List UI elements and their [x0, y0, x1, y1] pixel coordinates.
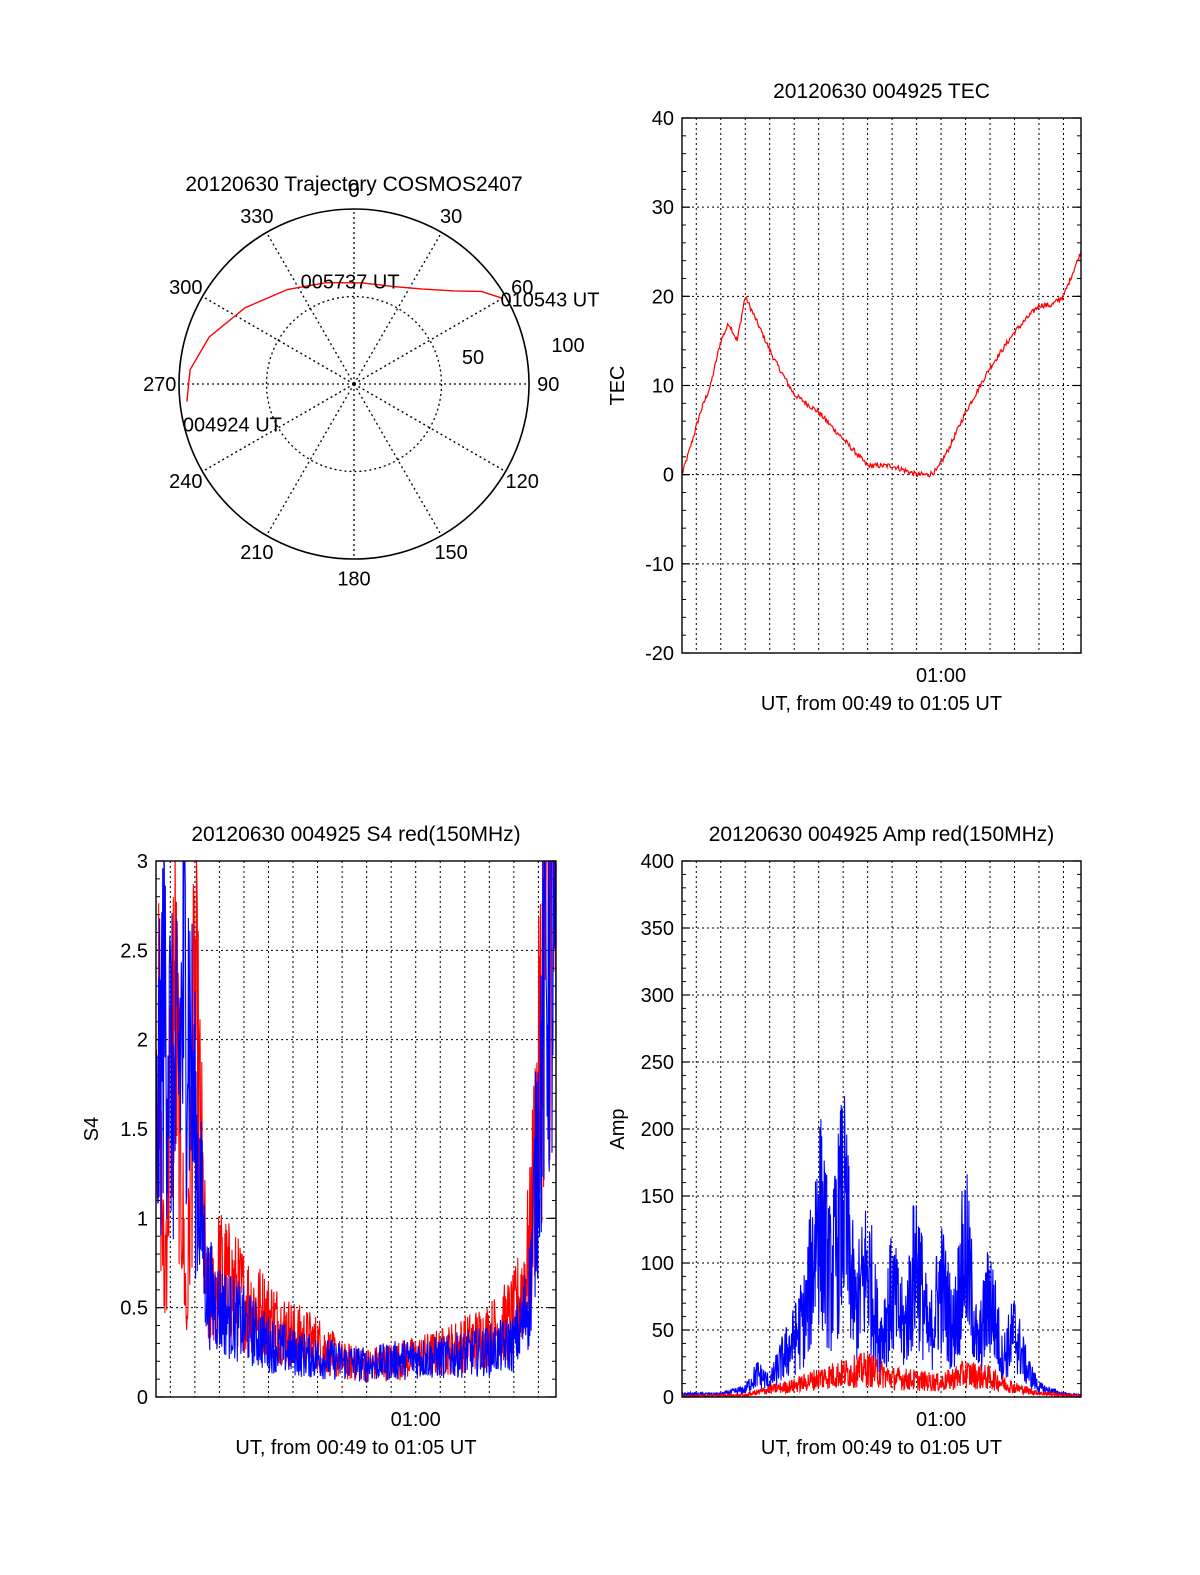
- y-tick-label: 20: [652, 286, 674, 308]
- chart-title: 20120630 004925 TEC: [773, 80, 990, 103]
- polar-trajectory: [186, 281, 503, 402]
- data-series-line: [682, 1096, 1081, 1397]
- x-axis-label: UT, from 00:49 to 01:05 UT: [761, 1437, 1002, 1459]
- x-axis-label: UT, from 00:49 to 01:05 UT: [761, 693, 1002, 715]
- polar-ring-label: 50: [462, 347, 484, 369]
- y-tick-label: 2.5: [120, 940, 148, 962]
- polar-spoke: [202, 295, 355, 385]
- x-tick-label: 01:00: [916, 665, 966, 687]
- polar-azimuth-label: 240: [169, 471, 202, 493]
- polar-azimuth-label: 90: [537, 374, 559, 396]
- y-axis-label: Amp: [607, 1108, 629, 1149]
- polar-azimuth-label: 0: [348, 180, 359, 202]
- chart-title: 20120630 004925 S4 red(150MHz): [191, 823, 520, 846]
- amp-line-chart: 20120630 004925 Amp red(150MHz) 0 50 100 150…: [607, 823, 1082, 1459]
- y-tick-label: 3: [137, 851, 148, 873]
- polar-azimuth-label: 150: [434, 542, 467, 564]
- chart-title: 20120630 004925 Amp red(150MHz): [709, 823, 1055, 846]
- polar-spoke: [265, 383, 355, 536]
- plot-frame: [155, 860, 557, 1398]
- polar-ring-label: 100: [551, 335, 584, 357]
- polar-azimuth-label: 300: [169, 277, 202, 299]
- y-tick-label: 0.5: [120, 1298, 148, 1320]
- y-tick-label: 40: [652, 108, 674, 130]
- data-series-line: [156, 861, 556, 1384]
- polar-spoke: [353, 232, 443, 385]
- polar-azimuth-label: 180: [337, 568, 370, 590]
- data-series-line: [682, 1352, 1081, 1397]
- y-tick-label: -10: [645, 554, 674, 576]
- x-axis-label: UT, from 00:49 to 01:05 UT: [235, 1437, 476, 1459]
- data-series-line: [156, 861, 556, 1383]
- polar-azimuth-label: 30: [440, 206, 462, 228]
- polar-annotation: 010543 UT: [501, 289, 600, 311]
- y-tick-label: 50: [652, 1320, 674, 1342]
- polar-outer-ring: [178, 208, 530, 560]
- polar-spoke: [353, 383, 443, 536]
- polar-annotation: 004924 UT: [183, 415, 282, 437]
- polar-azimuth-label: 330: [240, 206, 273, 228]
- polar-annotation: 005737 UT: [301, 271, 400, 293]
- data-series-line: [682, 251, 1081, 478]
- y-tick-label: 100: [641, 1253, 674, 1275]
- y-tick-label: 200: [641, 1119, 674, 1141]
- polar-spoke: [353, 295, 506, 385]
- polar-azimuth-label: 120: [506, 471, 539, 493]
- polar-title: 20120630 Trajectory COSMOS2407: [185, 173, 522, 196]
- y-tick-label: 0: [663, 1387, 674, 1409]
- polar-ring-50: [265, 295, 443, 473]
- y-tick-label: 10: [652, 376, 674, 398]
- y-tick-label: 250: [641, 1052, 674, 1074]
- y-tick-label: 300: [641, 985, 674, 1007]
- y-tick-label: 400: [641, 851, 674, 873]
- polar-azimuth-label: 210: [240, 542, 273, 564]
- y-tick-label: 2: [137, 1030, 148, 1052]
- polar-spoke: [353, 383, 506, 473]
- polar-azimuth-label: 60: [511, 277, 533, 299]
- plot-frame: [681, 117, 1082, 654]
- y-tick-label: -20: [645, 643, 674, 665]
- y-tick-label: 30: [652, 197, 674, 219]
- x-tick-label: 01:00: [916, 1409, 966, 1431]
- y-tick-label: 0: [663, 465, 674, 487]
- plot-frame: [681, 860, 1082, 1398]
- s4-line-chart: 20120630 004925 S4 red(150MHz) 0 0.5 1 1.5 2 2…: [81, 823, 557, 1459]
- y-tick-label: 1.5: [120, 1119, 148, 1141]
- x-tick-label: 01:00: [391, 1409, 441, 1431]
- polar-spoke: [202, 383, 355, 473]
- y-tick-label: 0: [137, 1387, 148, 1409]
- y-tick-label: 150: [641, 1186, 674, 1208]
- y-tick-label: 1: [137, 1208, 148, 1230]
- y-axis-label: S4: [81, 1117, 103, 1141]
- y-tick-label: 350: [641, 918, 674, 940]
- y-axis-label: TEC: [607, 366, 629, 406]
- polar-spoke: [265, 232, 355, 385]
- polar-azimuth-label: 270: [143, 374, 176, 396]
- tec-line-chart: 20120630 004925 TEC -20 -10 0 10 20 30 40 01:00 U…: [607, 80, 1082, 715]
